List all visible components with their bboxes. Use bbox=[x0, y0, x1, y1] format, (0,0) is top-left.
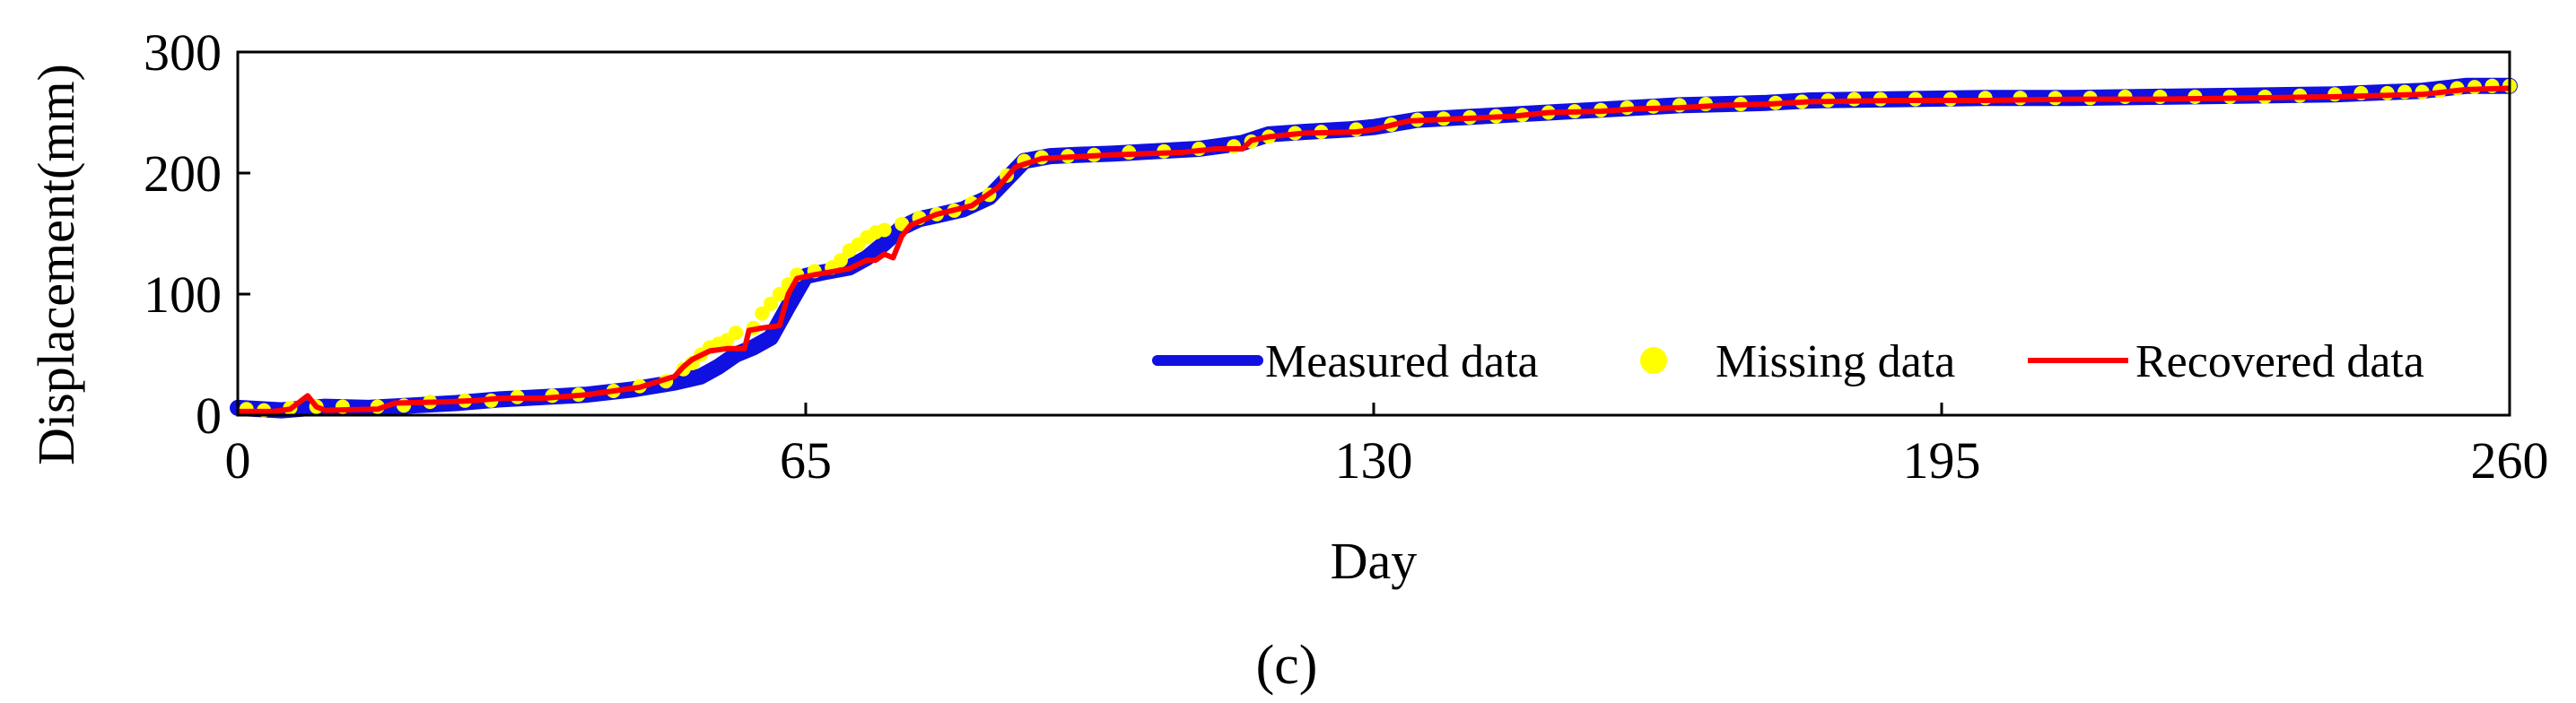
x-tick-label: 0 bbox=[225, 431, 251, 490]
legend-missing-swatch bbox=[1640, 347, 1667, 374]
x-tick-label: 260 bbox=[2471, 431, 2549, 490]
x-axis-title: Day bbox=[1331, 532, 1418, 590]
missing-data-point bbox=[772, 287, 787, 301]
missing-data-point bbox=[729, 325, 744, 341]
series-recovered-line bbox=[238, 85, 2511, 414]
ticks-layer: 0 65 130 195 260 0 100 200 300 bbox=[144, 23, 2549, 490]
y-tick-label: 100 bbox=[144, 265, 222, 324]
legend-measured-label: Measured data bbox=[1265, 336, 1539, 387]
y-axis-title: Displacement(mm) bbox=[27, 64, 85, 465]
y-tick-label: 300 bbox=[144, 23, 222, 82]
x-tick-label: 130 bbox=[1335, 431, 1413, 490]
legend: Measured data Missing data Recovered dat… bbox=[1152, 336, 2424, 387]
missing-data-point bbox=[764, 296, 779, 311]
missing-data-point bbox=[833, 253, 848, 268]
panel-label: (c) bbox=[1256, 635, 1318, 696]
legend-recovered-label: Recovered data bbox=[2135, 336, 2424, 387]
y-tick-label: 200 bbox=[144, 144, 222, 203]
x-tick-label: 65 bbox=[780, 431, 832, 490]
series-layer bbox=[230, 77, 2518, 419]
legend-missing-label: Missing data bbox=[1716, 336, 1955, 387]
y-tick-label: 0 bbox=[196, 386, 222, 445]
missing-data-point bbox=[755, 306, 770, 321]
x-tick-label: 195 bbox=[1903, 431, 1981, 490]
missing-data-point bbox=[877, 222, 892, 238]
